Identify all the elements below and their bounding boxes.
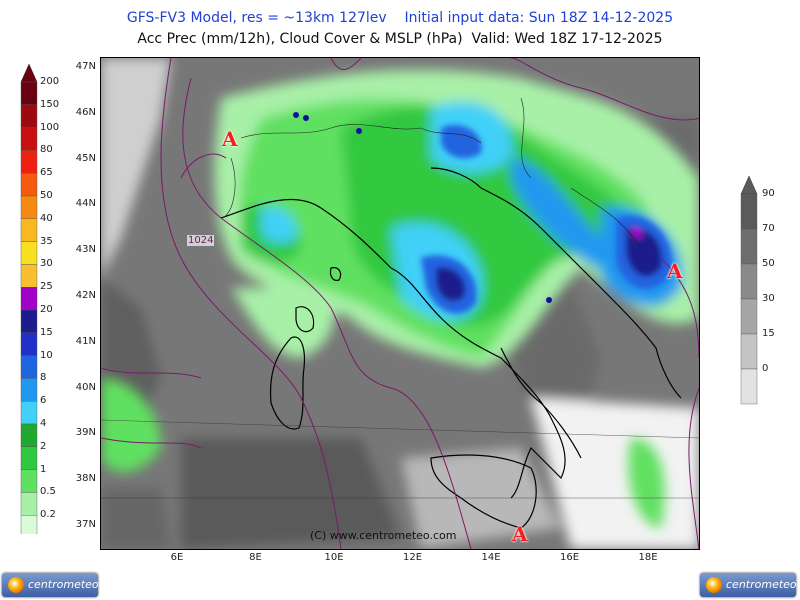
precip-legend-label: 2 xyxy=(40,440,47,452)
logo-left-text: centrometeo xyxy=(28,578,99,591)
precip-legend-label: 15 xyxy=(40,326,53,338)
cloud-legend xyxy=(738,175,760,428)
precip-legend-label: 50 xyxy=(40,190,53,201)
globe-icon xyxy=(8,577,24,593)
precip-legend-swatch xyxy=(20,264,38,288)
lakes xyxy=(293,112,552,303)
lat-label: 42N xyxy=(75,290,96,301)
grid xyxy=(101,419,699,499)
precip-legend-label: 10 xyxy=(40,349,53,361)
lat-label: 44N xyxy=(75,198,96,210)
title-line-2: Acc Prec (mm/12h), Cloud Cover & MSLP (h… xyxy=(137,31,663,47)
precip-legend-label: 100 xyxy=(40,121,60,133)
lon-label: 14E xyxy=(481,552,501,563)
precip-legend-swatch xyxy=(20,286,38,311)
precip-legend-bar xyxy=(20,63,38,539)
lon-label: 16E xyxy=(559,552,580,563)
precip-legend-swatch xyxy=(20,446,38,470)
lat-label: 39N xyxy=(75,427,96,439)
lat-label: 43N xyxy=(75,244,96,256)
precip-legend-swatch xyxy=(20,378,38,402)
precip-legend-swatch xyxy=(20,241,38,265)
precip-legend-swatch xyxy=(20,332,38,356)
lat-label: 37N xyxy=(75,519,96,530)
precip-legend-label: 80 xyxy=(40,144,53,156)
precip-legend-swatch xyxy=(20,172,38,197)
cloud-legend-swatch xyxy=(740,368,758,405)
lat-label: 46N xyxy=(75,106,96,118)
logo-right[interactable]: centrometeo xyxy=(700,573,797,597)
lon-label: 6E xyxy=(170,552,184,563)
precip-legend-swatch xyxy=(20,355,38,379)
cloud-legend-label: 70 xyxy=(762,223,775,234)
coastlines xyxy=(220,167,682,529)
precip-legend-label: 65 xyxy=(40,167,53,179)
precip-legend-swatch xyxy=(20,309,38,333)
precip-legend-swatch xyxy=(20,492,38,516)
borders xyxy=(220,97,642,249)
precip-legend-label: 0.2 xyxy=(40,509,56,521)
cloud-top-arrow xyxy=(740,175,758,195)
precip-legend-label: 0.5 xyxy=(40,486,56,498)
precip-legend-label: 25 xyxy=(40,281,53,293)
logo-left[interactable]: centrometeo xyxy=(2,573,99,597)
legend-top-arrow xyxy=(20,63,38,83)
precip-legend-label: 20 xyxy=(40,304,53,315)
precip-legend-swatch xyxy=(20,150,38,174)
cloud-legend-label: 0 xyxy=(762,363,769,374)
precip-legend-label: 4 xyxy=(40,418,47,429)
lat-label: 45N xyxy=(75,152,96,164)
lon-label: 8E xyxy=(249,552,262,563)
precip-legend-label: 35 xyxy=(40,235,53,247)
lon-label: 18E xyxy=(638,552,658,563)
cloud-legend-label: 50 xyxy=(762,258,775,269)
high-pressure-marker-2: A xyxy=(667,259,683,283)
precip-legend-swatch xyxy=(20,469,38,493)
precip-legend-swatch xyxy=(20,218,38,242)
precip-legend-label: 150 xyxy=(40,98,60,110)
cloud-legend-swatch xyxy=(740,263,758,300)
lat-label: 38N xyxy=(75,473,96,485)
precip-legend-label: 40 xyxy=(40,212,53,224)
title-line-1: GFS-FV3 Model, res = ~13km 127lev Initia… xyxy=(126,10,674,26)
map-canvas xyxy=(101,58,699,549)
precip-legend-swatch xyxy=(20,401,38,425)
lon-label: 10E xyxy=(324,552,344,563)
cloud-legend-swatch xyxy=(740,228,758,265)
precip-legend-swatch xyxy=(20,81,38,105)
isobars xyxy=(101,58,699,549)
cloud-legend-label: 30 xyxy=(762,293,775,304)
logo-right-text: centrometeo xyxy=(726,578,797,591)
isobar-label: 1024 xyxy=(187,235,215,246)
cloud-legend-bar xyxy=(740,175,758,405)
lat-label: 47N xyxy=(75,61,96,72)
precip-legend-swatch xyxy=(20,195,38,219)
precip-legend-label: 8 xyxy=(40,372,47,384)
precip-legend-swatch xyxy=(20,423,38,447)
precip-legend-swatch xyxy=(20,515,38,539)
lon-label: 12E xyxy=(402,552,423,563)
lat-label: 40N xyxy=(75,381,96,393)
lat-label: 41N xyxy=(75,335,96,347)
weather-map[interactable]: 1024 A A A xyxy=(100,57,700,550)
precip-legend-swatch xyxy=(20,104,38,128)
cloud-legend-swatch xyxy=(740,298,758,335)
precip-legend-label: 6 xyxy=(40,395,47,407)
high-pressure-marker-3: A xyxy=(512,522,528,546)
high-pressure-marker-1: A xyxy=(222,127,238,151)
precip-legend-label: 1 xyxy=(40,463,47,475)
precip-legend-label: 30 xyxy=(40,258,53,270)
cloud-legend-label: 90 xyxy=(762,188,775,199)
copyright: (C) www.centrometeo.com xyxy=(310,529,457,542)
cloud-legend-swatch xyxy=(740,333,758,370)
precip-legend-swatch xyxy=(20,127,38,151)
cloud-legend-swatch xyxy=(740,193,758,230)
precip-legend-label: 200 xyxy=(40,76,60,87)
precip-legend xyxy=(18,63,40,539)
cloud-legend-label: 15 xyxy=(762,328,775,339)
globe-icon xyxy=(706,577,722,593)
